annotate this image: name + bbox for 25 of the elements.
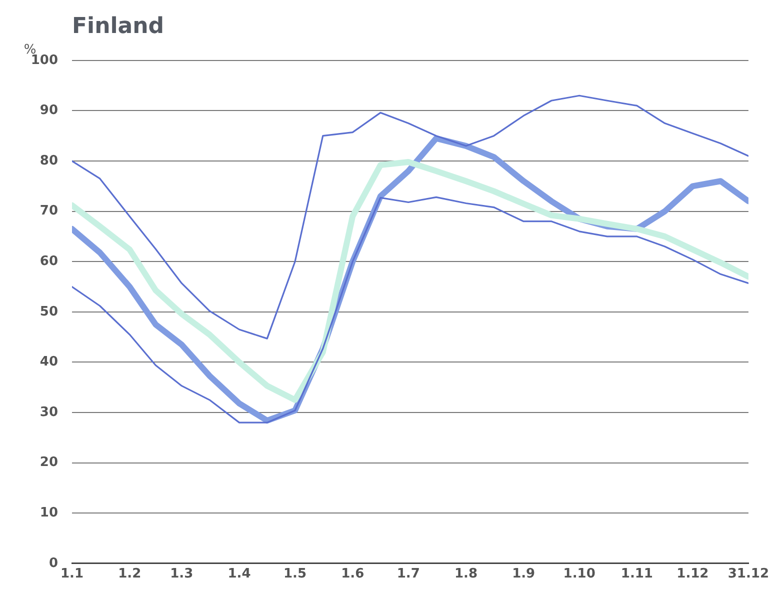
y-tick-label: 70 — [40, 204, 58, 219]
x-tick-label: 1.1 — [60, 566, 84, 582]
x-tick-label: 1.10 — [563, 566, 596, 582]
y-tick-label: 10 — [40, 505, 58, 520]
x-tick-label: 1.5 — [283, 566, 307, 582]
x-tick-label: 1.11 — [620, 566, 653, 582]
x-tick-label: 31.12 — [728, 566, 769, 582]
y-tick-label: 80 — [40, 153, 58, 168]
y-tick-label: 90 — [40, 103, 58, 118]
x-tick-label: 1.9 — [512, 566, 536, 582]
x-tick-label: 1.12 — [676, 566, 709, 582]
y-tick-label: 20 — [40, 455, 58, 470]
y-tick-label: 60 — [40, 254, 58, 269]
y-tick-label: 100 — [30, 52, 58, 68]
x-tick-label: 1.2 — [118, 566, 142, 582]
y-tick-label: 50 — [40, 304, 58, 320]
x-tick-label: 1.7 — [396, 566, 420, 582]
x-tick-label: 1.3 — [170, 566, 194, 582]
x-tick-label: 1.6 — [341, 566, 364, 582]
x-tick-label: 1.4 — [228, 566, 251, 582]
y-tick-label: 40 — [40, 354, 58, 370]
chart-title: Finland — [72, 14, 164, 39]
x-tick-label: 1.8 — [454, 566, 478, 582]
y-tick-label: 0 — [48, 556, 58, 571]
y-tick-label: 30 — [40, 404, 58, 420]
